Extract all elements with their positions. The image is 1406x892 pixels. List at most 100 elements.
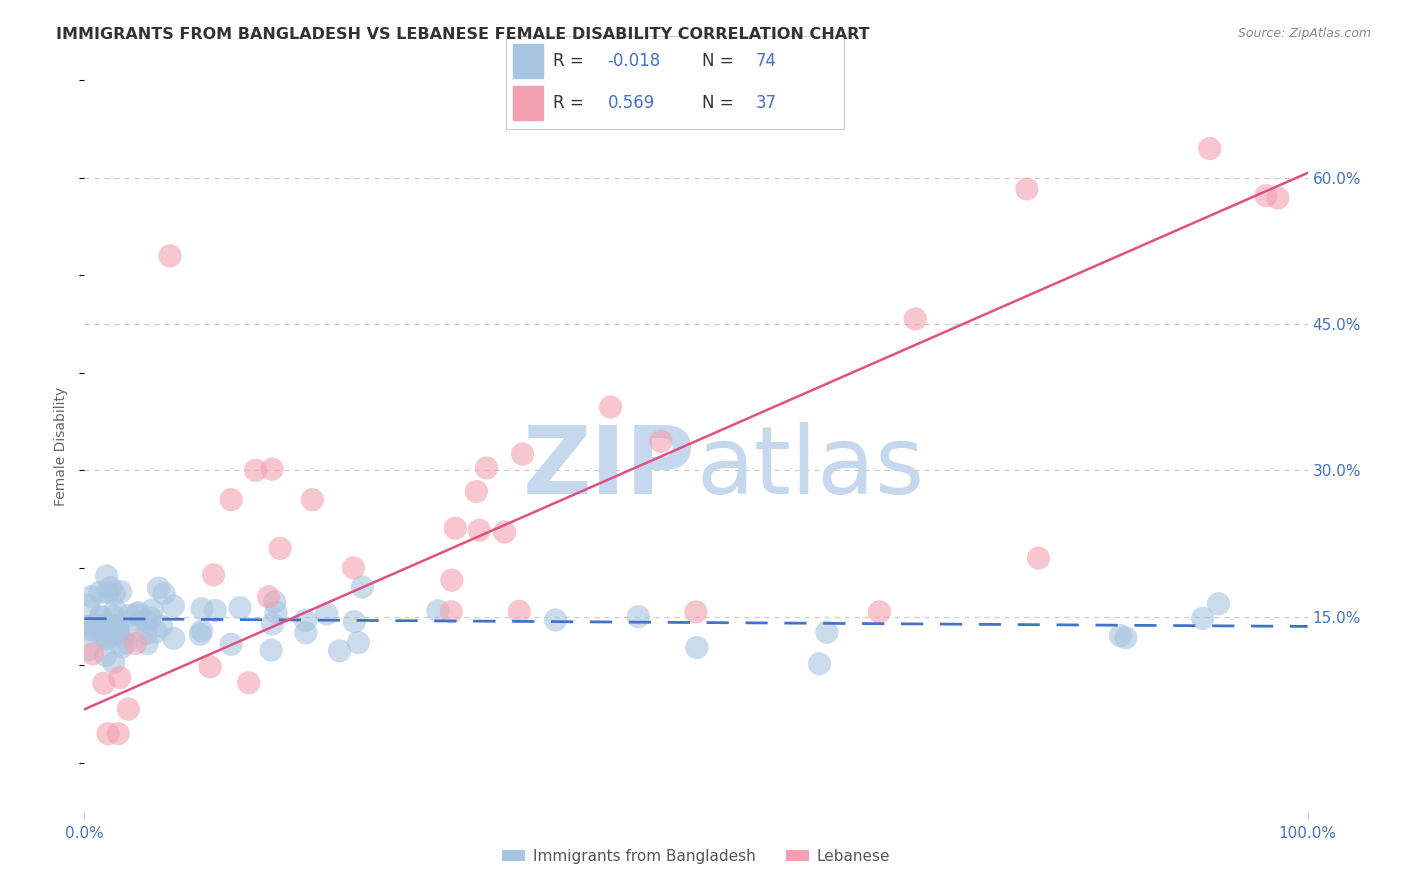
Point [97, 727, 120, 741]
Point [107, 624, 129, 638]
Point [89, 585, 111, 599]
Point [135, 626, 157, 640]
Point [301, 492, 323, 507]
Point [440, 605, 463, 619]
Point [105, 618, 128, 632]
Point [494, 524, 516, 539]
Point [188, 627, 211, 641]
Text: IMMIGRANTS FROM BANGLADESH VS LEBANESE FEMALE DISABILITY CORRELATION CHART: IMMIGRANTS FROM BANGLADESH VS LEBANESE F… [56, 27, 870, 42]
Text: N =: N = [702, 52, 738, 70]
Point [343, 615, 366, 629]
Point [262, 462, 284, 476]
Point [93, 676, 115, 690]
Text: 37: 37 [756, 95, 778, 112]
Point [96, 632, 118, 646]
Point [229, 600, 252, 615]
Point [219, 492, 242, 507]
Point [475, 461, 498, 475]
Point [262, 617, 284, 632]
Point [426, 604, 449, 618]
Bar [513, 87, 543, 120]
Point [202, 567, 225, 582]
Point [1198, 142, 1220, 156]
Point [145, 624, 167, 639]
Legend: Immigrants from Bangladesh, Lebanese: Immigrants from Bangladesh, Lebanese [496, 843, 896, 870]
Point [110, 584, 132, 599]
Text: R =: R = [554, 52, 589, 70]
Point [190, 624, 212, 638]
Text: ZIP: ZIP [523, 422, 696, 514]
Point [162, 599, 184, 613]
Point [124, 636, 146, 650]
Point [263, 595, 285, 609]
Point [627, 609, 650, 624]
Point [465, 484, 488, 499]
Point [904, 312, 927, 326]
Point [352, 580, 374, 594]
Point [444, 521, 467, 535]
Text: -0.018: -0.018 [607, 52, 661, 70]
Point [96, 569, 118, 583]
Point [1028, 551, 1050, 566]
Point [77, 642, 100, 657]
Point [139, 611, 162, 625]
Point [198, 660, 221, 674]
Point [86, 622, 108, 636]
Point [269, 541, 291, 556]
Text: 74: 74 [756, 52, 778, 70]
Point [103, 609, 125, 624]
Point [112, 630, 135, 644]
Point [118, 608, 141, 623]
Point [83, 624, 105, 638]
Point [77, 622, 100, 636]
Point [104, 603, 127, 617]
Point [105, 619, 128, 633]
Point [260, 643, 283, 657]
Text: R =: R = [554, 95, 595, 112]
Point [97, 585, 120, 599]
Point [264, 605, 287, 619]
Point [512, 447, 534, 461]
Point [148, 581, 170, 595]
Point [84, 617, 107, 632]
Point [815, 625, 838, 640]
Point [1267, 191, 1289, 205]
Point [135, 614, 157, 628]
Point [136, 636, 159, 650]
Point [1109, 629, 1132, 643]
Point [347, 635, 370, 649]
Point [544, 613, 567, 627]
Point [82, 647, 104, 661]
Point [100, 581, 122, 595]
Point [245, 463, 267, 477]
Point [219, 637, 242, 651]
Point [869, 605, 891, 619]
Point [90, 610, 112, 624]
Point [468, 523, 491, 537]
Text: atlas: atlas [696, 422, 924, 514]
Point [80, 590, 103, 604]
Point [315, 607, 337, 621]
Point [94, 648, 117, 663]
Point [342, 561, 364, 575]
Point [103, 656, 125, 670]
Point [107, 624, 129, 638]
Point [328, 644, 350, 658]
Point [508, 604, 530, 618]
Point [108, 671, 131, 685]
Point [84, 622, 107, 636]
Point [238, 675, 260, 690]
Point [159, 249, 181, 263]
Point [1208, 597, 1230, 611]
Point [129, 615, 152, 629]
Point [96, 630, 118, 644]
Point [125, 607, 148, 621]
Point [111, 640, 134, 654]
Point [204, 603, 226, 617]
Point [1015, 182, 1038, 196]
Point [163, 632, 186, 646]
Point [686, 640, 709, 655]
Point [599, 400, 621, 414]
Point [295, 625, 318, 640]
Text: 0.569: 0.569 [607, 95, 655, 112]
